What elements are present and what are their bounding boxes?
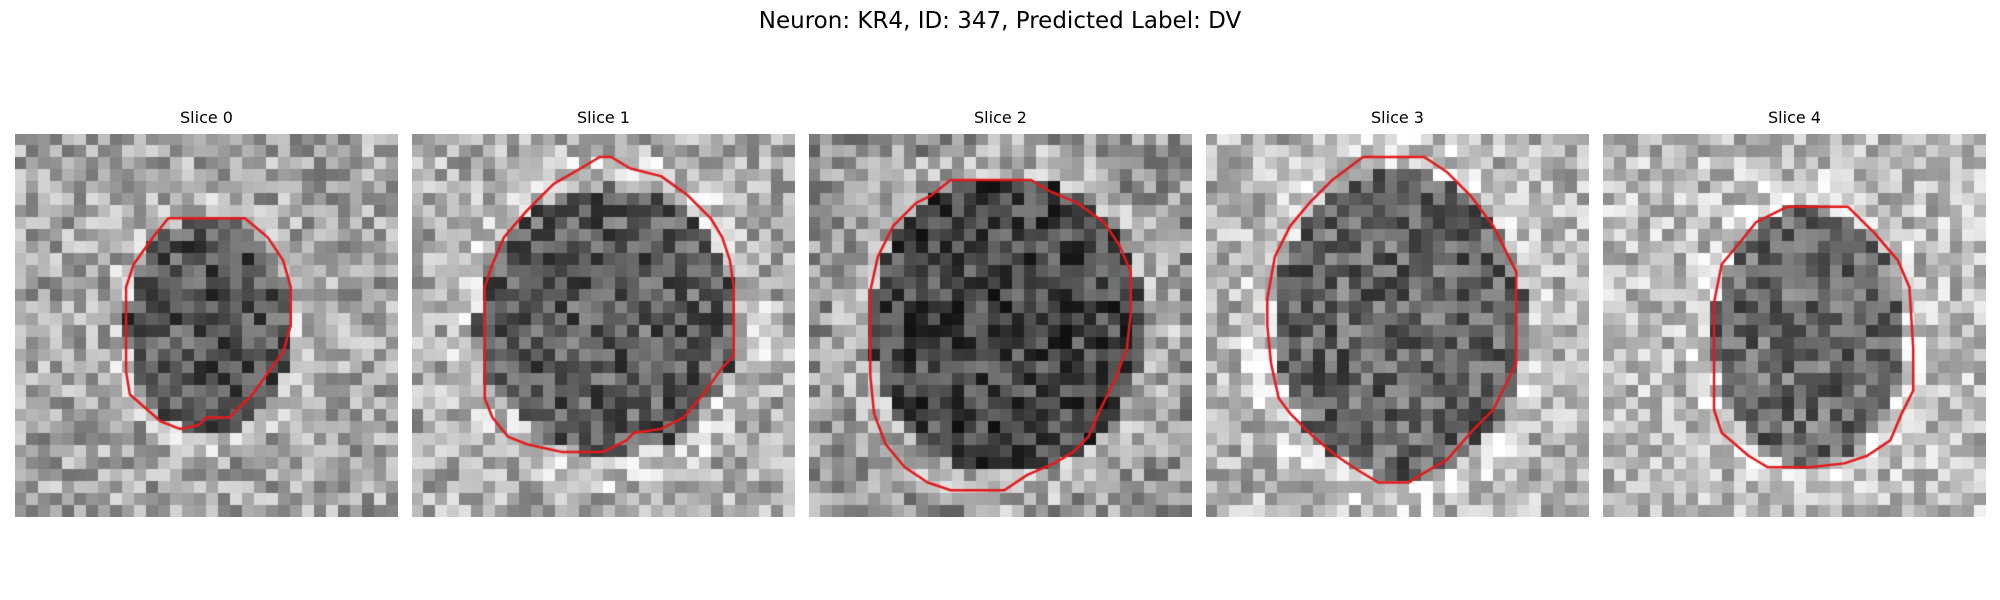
slice-image	[412, 134, 795, 517]
slice-image	[809, 134, 1192, 517]
slice-panel-2: Slice 2	[809, 108, 1192, 517]
slice-title: Slice 4	[1768, 108, 1821, 127]
slice-panel-3: Slice 3	[1206, 108, 1589, 517]
slice-title: Slice 3	[1371, 108, 1424, 127]
slice-title: Slice 1	[577, 108, 630, 127]
slice-panel-1: Slice 1	[412, 108, 795, 517]
slice-panel-4: Slice 4	[1603, 108, 1986, 517]
slice-title: Slice 2	[974, 108, 1027, 127]
slice-image	[15, 134, 398, 517]
figure-title: Neuron: KR4, ID: 347, Predicted Label: D…	[758, 8, 1242, 34]
slice-panel-0: Slice 0	[15, 108, 398, 517]
slice-image	[1206, 134, 1589, 517]
slice-image	[1603, 134, 1986, 517]
slice-title: Slice 0	[180, 108, 233, 127]
